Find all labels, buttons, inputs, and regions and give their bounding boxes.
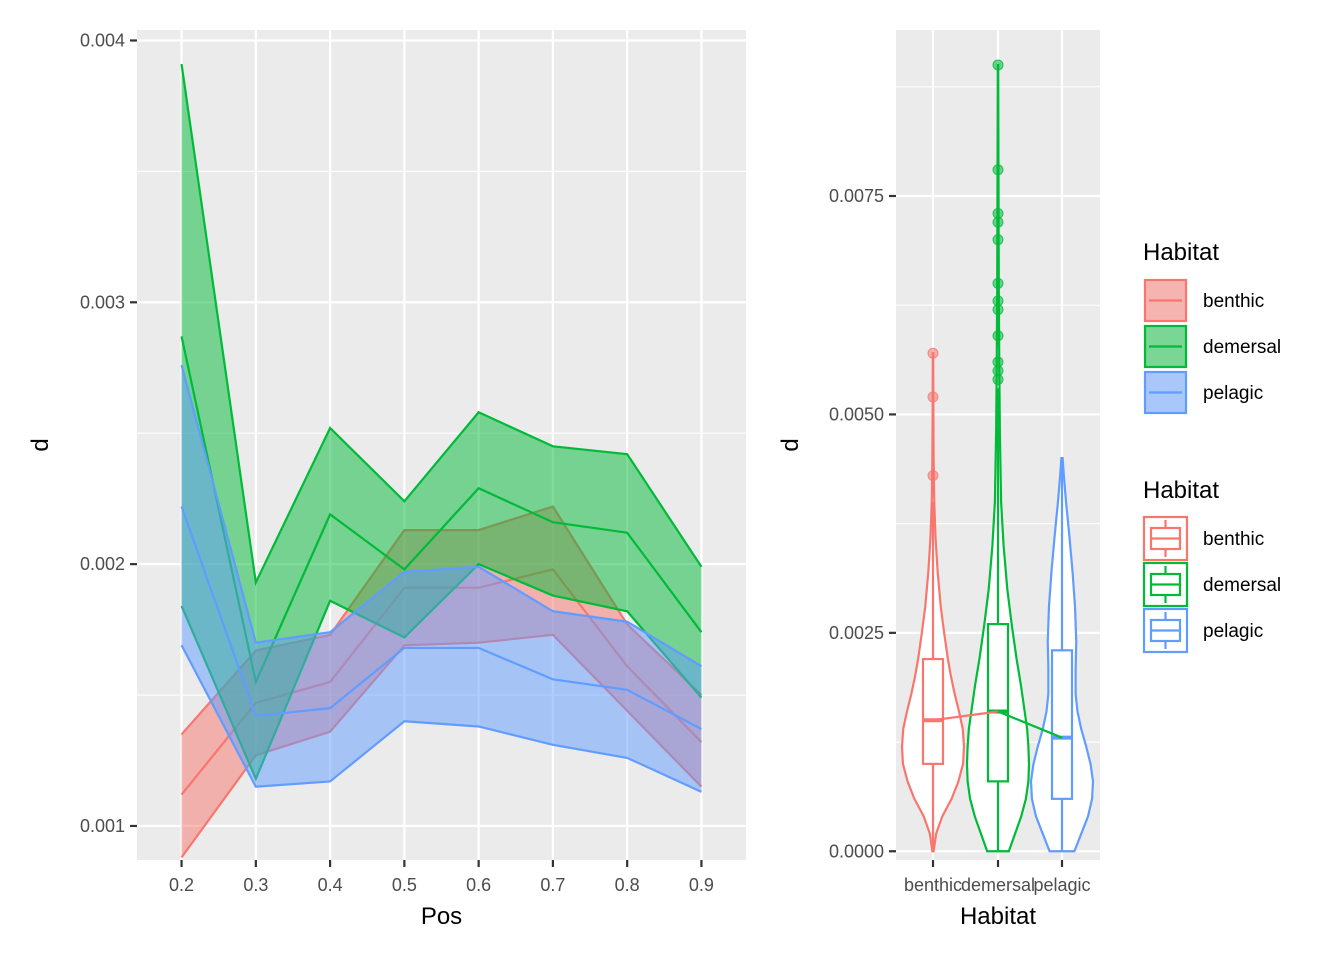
x-tick-label: 0.5 [392,875,417,895]
legend-label-benthic: benthic [1203,291,1264,312]
legend-box-title: Habitat [1143,477,1219,504]
legend-box: Habitat benthic demersal pelagic [1142,477,1281,654]
mean-line-segment [932,710,999,722]
ribbon-demersal [181,64,702,779]
box-pelagic [1050,649,1074,800]
outlier-demersal [992,59,1004,71]
y-tick-label: 0.004 [80,30,125,50]
right-y-axis-title: d [777,438,804,451]
right-x-axis-title: Habitat [960,903,1036,930]
x-tick-label: 0.3 [243,875,268,895]
y-tick-label: 0.0025 [829,623,884,643]
legend-label-demersal: demersal [1203,337,1281,358]
line-lower-pelagic [180,644,702,793]
line-upper-pelagic [180,364,703,668]
x-tick-label: 0.4 [318,875,343,895]
x-tick-label: 0.2 [169,875,194,895]
outlier-demersal [992,356,1004,368]
legend-fill-title: Habitat [1143,239,1219,266]
x-tick-label: 0.9 [689,875,714,895]
outlier-demersal [992,207,1004,219]
outlier-demersal [992,277,1004,289]
mean-line [932,710,1063,739]
y-tick-label: 0.001 [80,816,125,836]
ribbons [180,63,703,859]
left-x-axis-title: Pos [421,903,462,930]
ribbon-pelagic [181,365,702,792]
legend-box-label-benthic: benthic [1203,529,1264,550]
outlier-demersal [992,234,1004,246]
right-y-ticks: 0.0000 0.0025 0.0050 0.0075 [829,186,896,861]
outlier-demersal [992,295,1004,307]
x-tick-label: 0.6 [466,875,491,895]
left-x-ticks: 0.2 0.3 0.4 0.5 0.6 0.7 0.8 0.9 [169,860,714,895]
legend-box-label-pelagic: pelagic [1203,621,1263,642]
left-y-ticks: 0.001 0.002 0.003 0.004 [80,30,137,836]
box-benthic [921,657,945,765]
y-tick-label: 0.0000 [829,841,884,861]
mean-line-segment [997,710,1063,739]
line-mean-pelagic [180,506,702,731]
legend-fill: Habitat benthic demersal pelagic [1143,239,1281,415]
y-tick-label: 0.003 [80,292,125,312]
x-tick-label: benthic [904,875,962,895]
violin-panel: 0.0000 0.0025 0.0050 0.0075 benthicdemersal… [777,30,1100,930]
x-tick-label: pelagic [1033,875,1090,895]
legend-box-label-demersal: demersal [1203,575,1281,596]
outlier-demersal [992,330,1004,342]
x-tick-label: 0.8 [615,875,640,895]
legend-label-pelagic: pelagic [1203,383,1263,404]
left-y-axis-title: d [27,438,54,451]
outlier-benthic [927,391,939,403]
line-upper-demersal [180,63,703,587]
outlier-benthic [927,347,939,359]
y-tick-label: 0.0050 [829,404,884,424]
box-demersal [986,623,1010,783]
outlier-benthic [927,470,939,482]
outlier-demersal [992,164,1004,176]
y-tick-label: 0.0075 [829,186,884,206]
y-tick-label: 0.002 [80,554,125,574]
x-tick-label: 0.7 [540,875,565,895]
x-tick-label: demersal [961,875,1035,895]
